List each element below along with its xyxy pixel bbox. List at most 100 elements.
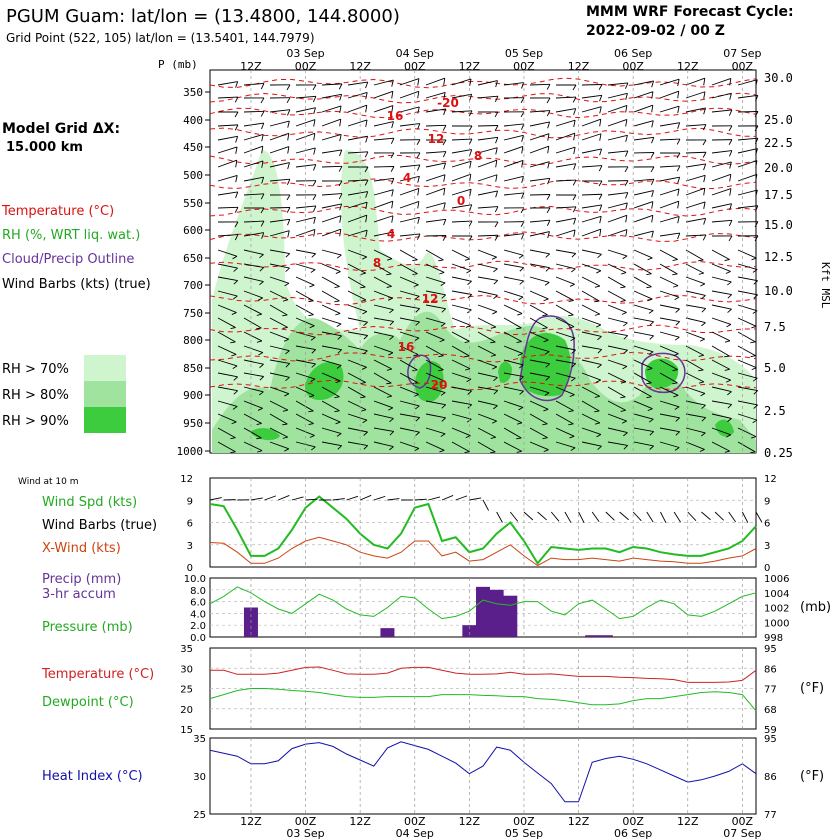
upper-wind-barb-flag bbox=[546, 194, 551, 200]
upper-wind-barb-flag bbox=[230, 341, 236, 344]
pressure-tick: 1002 bbox=[764, 604, 789, 615]
upper-wind-barb-flag bbox=[387, 297, 393, 301]
upper-wind-barb-flag bbox=[365, 119, 368, 127]
upper-wind-barb-flag bbox=[702, 234, 707, 241]
upper-wind-barb bbox=[425, 202, 446, 209]
upper-wind-barb-flag bbox=[417, 176, 420, 183]
upper-wind-barb bbox=[711, 345, 730, 357]
upper-wind-barb-flag bbox=[334, 410, 340, 413]
height-tick-label: 17.5 bbox=[764, 188, 793, 202]
upper-wind-barb-flag bbox=[623, 335, 629, 340]
upper-wind-barb bbox=[737, 304, 758, 312]
upper-wind-barb-flag bbox=[649, 321, 654, 326]
upper-wind-barb bbox=[425, 331, 445, 341]
upper-wind-barb bbox=[243, 134, 264, 141]
upper-wind-barb-flag bbox=[334, 286, 340, 289]
upper-wind-barb-flag bbox=[729, 150, 733, 157]
upper-wind-barb-flag bbox=[338, 180, 343, 187]
upper-wind-barb-flag bbox=[309, 395, 315, 398]
temp-contour bbox=[209, 92, 757, 104]
heat-index-label: Heat Index (°C) bbox=[42, 769, 143, 784]
top-hour-label: 00Z bbox=[295, 60, 317, 73]
upper-wind-barb-flag bbox=[519, 280, 524, 285]
upper-wind-barb-flag bbox=[703, 218, 707, 225]
upper-wind-barb bbox=[503, 400, 524, 408]
precip-tick: 10.0 bbox=[184, 574, 206, 585]
upper-wind-barb-flag bbox=[391, 201, 394, 209]
upper-wind-barb bbox=[243, 83, 264, 86]
upper-wind-barb-flag bbox=[726, 324, 732, 328]
wind-left-tick: 3 bbox=[187, 541, 193, 552]
cloud-outline-3 bbox=[641, 352, 686, 394]
surface-wind-barb bbox=[387, 498, 400, 501]
pressure-tick: 1006 bbox=[764, 574, 789, 585]
upper-wind-barb-flag bbox=[598, 180, 603, 187]
upper-wind-barb bbox=[581, 193, 603, 196]
upper-wind-barb bbox=[685, 124, 706, 127]
upper-wind-barb bbox=[737, 359, 757, 369]
upper-wind-barb-flag bbox=[287, 109, 291, 116]
upper-wind-barb bbox=[581, 276, 601, 287]
heat-panel-frame bbox=[209, 737, 757, 815]
upper-wind-barb-flag bbox=[701, 308, 707, 313]
upper-wind-barb-flag bbox=[417, 217, 420, 224]
bottom-hour-label: 12Z bbox=[677, 815, 699, 828]
upper-wind-barb-flag bbox=[259, 281, 264, 286]
heat-f-unit: (°F) bbox=[800, 769, 824, 784]
upper-wind-barb bbox=[607, 202, 628, 209]
upper-wind-barb bbox=[347, 304, 368, 312]
forecast-cycle: 2022-09-02 / 00 Z bbox=[586, 23, 725, 39]
upper-wind-barb bbox=[347, 119, 368, 127]
wind-right-tick: 0 bbox=[764, 563, 770, 574]
upper-wind-barb-flag bbox=[468, 220, 473, 227]
upper-wind-barb bbox=[555, 119, 576, 127]
upper-wind-barb bbox=[737, 173, 758, 182]
upper-wind-barb bbox=[607, 427, 628, 434]
upper-wind-barb bbox=[633, 249, 653, 259]
upper-wind-barb bbox=[477, 441, 496, 453]
upper-wind-barb bbox=[633, 263, 652, 275]
upper-wind-barb-flag bbox=[728, 220, 733, 227]
upper-wind-barb-flag bbox=[443, 92, 446, 100]
upper-wind-barb-flag bbox=[573, 229, 576, 237]
upper-wind-barb-flag bbox=[677, 201, 680, 209]
upper-wind-barb-flag bbox=[520, 111, 525, 118]
upper-wind-barb bbox=[217, 146, 238, 154]
surface-wind-barb bbox=[209, 497, 222, 501]
upper-wind-barb bbox=[347, 263, 366, 274]
upper-wind-barb bbox=[659, 441, 680, 448]
upper-wind-barb-flag bbox=[622, 366, 628, 370]
upper-wind-barb bbox=[295, 95, 316, 99]
precip-bar bbox=[476, 586, 490, 637]
upper-wind-barb-flag bbox=[308, 300, 314, 303]
top-date-label: 03 Sep bbox=[286, 47, 324, 60]
upper-wind-barb-flag bbox=[649, 335, 654, 340]
upper-wind-barb-flag bbox=[389, 309, 394, 314]
upper-wind-barb bbox=[529, 83, 551, 86]
surface-wind-barb bbox=[414, 498, 427, 501]
upper-wind-barb bbox=[295, 400, 314, 412]
temp-label: Temperature (°C) bbox=[41, 667, 154, 682]
upper-wind-barb bbox=[347, 386, 366, 398]
surface-wind-barb bbox=[632, 511, 642, 522]
upper-wind-barb bbox=[607, 249, 628, 257]
temp-contour-label: 12 bbox=[428, 132, 445, 146]
upper-wind-barb-flag bbox=[284, 448, 290, 452]
upper-wind-barb-flag bbox=[390, 152, 395, 159]
upper-wind-barb-flag bbox=[625, 82, 629, 89]
upper-wind-barb-flag bbox=[364, 166, 369, 173]
upper-wind-barb bbox=[243, 359, 264, 365]
upper-wind-barb-flag bbox=[443, 162, 447, 170]
rh70-swatch bbox=[84, 355, 126, 381]
model-grid-value: 15.000 km bbox=[6, 140, 83, 155]
upper-wind-barb bbox=[451, 290, 472, 295]
upper-wind-barb-flag bbox=[440, 323, 446, 327]
upper-wind-barb bbox=[451, 149, 472, 154]
upper-wind-barb-flag bbox=[727, 294, 733, 299]
upper-wind-barb-flag bbox=[571, 363, 576, 368]
cloud-outline-1 bbox=[407, 354, 432, 389]
pressure-tick: 1000 bbox=[764, 618, 789, 629]
upper-wind-barb bbox=[503, 192, 524, 196]
upper-wind-barb bbox=[373, 121, 394, 127]
upper-wind-barb bbox=[529, 331, 549, 341]
